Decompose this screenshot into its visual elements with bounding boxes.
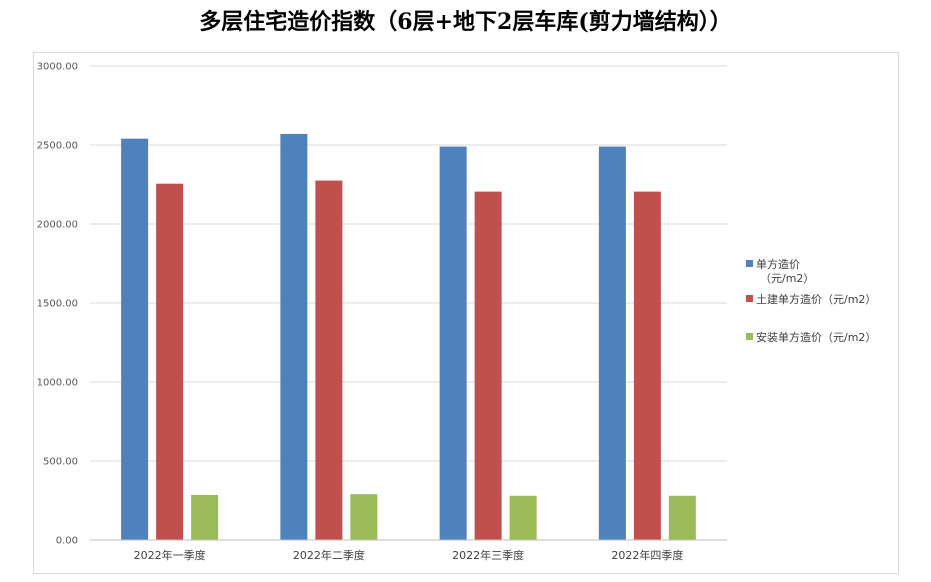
y-tick-label: 2500.00 (37, 141, 78, 152)
x-tick-label: 2022年二季度 (293, 548, 365, 562)
x-tick-label: 2022年三季度 (452, 548, 524, 562)
y-tick-label: 1000.00 (37, 378, 78, 389)
bar (350, 494, 378, 540)
legend-swatch (746, 295, 753, 302)
legend-label: 土建单方造价（元/m2） (756, 292, 876, 306)
bar (633, 191, 661, 541)
y-tick-label: 2000.00 (37, 220, 78, 231)
y-tick-label: 0.00 (56, 536, 78, 547)
y-tick-label: 1500.00 (37, 299, 78, 310)
bar (509, 495, 537, 540)
bar (598, 146, 626, 540)
y-axis: 0.00 500.00 1000.00 1500.00 2000.00 2500.00 30… (37, 62, 78, 547)
legend-label: 单方造价 (756, 257, 800, 271)
bar (315, 180, 343, 541)
y-tick-label: 3000.00 (37, 62, 78, 73)
x-tick-label: 2022年一季度 (134, 548, 206, 562)
x-tick-label: 2022年四季度 (611, 548, 683, 562)
bar (668, 495, 696, 540)
bar (156, 183, 184, 540)
legend-swatch (746, 333, 753, 340)
page-title: 多层住宅造价指数（6层+地下2层车库(剪力墙结构）） (199, 9, 732, 35)
legend-label: （元/m2） (760, 272, 814, 285)
legend: 单方造价（元/m2） 土建单方造价（元/m2） 安装单方造价（元/m2） (746, 257, 876, 344)
bar (121, 138, 149, 540)
y-tick-label: 500.00 (43, 457, 78, 468)
legend-swatch (746, 260, 753, 267)
bar (191, 494, 219, 540)
legend-label: 安装单方造价（元/m2） (756, 330, 876, 344)
bar (439, 146, 467, 540)
bar (280, 133, 308, 540)
x-axis: 2022年一季度 2022年二季度 2022年三季度 2022年四季度 (90, 539, 727, 562)
bar (474, 191, 502, 541)
bars (121, 133, 696, 541)
gridlines (90, 65, 727, 541)
